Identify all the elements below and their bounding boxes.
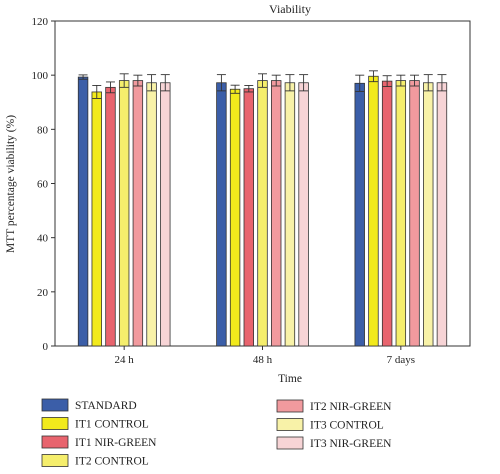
legend-swatch — [41, 417, 69, 430]
legend-swatch — [41, 398, 69, 412]
bar — [229, 88, 241, 347]
x-axis-ticks: 24 h 48 h 7 days — [115, 346, 415, 366]
x-tick-label: 7 days — [387, 354, 415, 366]
legend-item: IT2 NIR-GREEN — [276, 399, 392, 413]
y-tick-label: 100 — [32, 70, 49, 82]
legend-item: IT2 CONTROL — [41, 454, 149, 468]
bar — [77, 76, 89, 347]
legend-item: IT1 NIR-GREEN — [41, 435, 157, 449]
bar — [160, 82, 171, 347]
bar — [243, 88, 255, 347]
bar — [257, 80, 268, 347]
bar — [381, 80, 393, 347]
bar — [395, 80, 407, 347]
x-axis-label: Time — [278, 373, 302, 385]
legend-item: IT3 NIR-GREEN — [276, 436, 392, 450]
y-tick-label: 0 — [43, 341, 49, 353]
x-tick-label: 48 h — [253, 354, 273, 366]
legend-swatch — [276, 436, 304, 450]
bar — [436, 82, 448, 347]
legend-item: IT3 CONTROL — [276, 418, 384, 432]
y-tick-label: 40 — [37, 233, 49, 245]
legend-swatch — [41, 435, 69, 449]
y-axis-label: MTT percentage viability (%) — [5, 115, 17, 253]
y-tick-label: 20 — [37, 287, 49, 299]
legend-swatch — [276, 418, 304, 431]
y-tick-label: 60 — [37, 179, 49, 191]
bar — [118, 80, 130, 347]
bar — [132, 80, 144, 347]
legend-label: IT3 NIR-GREEN — [310, 438, 392, 450]
bar — [216, 82, 227, 347]
bar — [423, 82, 434, 347]
legend-swatch — [41, 454, 69, 467]
legend-item: IT1 CONTROL — [41, 417, 149, 431]
bar — [270, 80, 282, 347]
legend-label: IT1 CONTROL — [75, 419, 149, 431]
bar — [284, 82, 296, 347]
y-axis-ticks: 0 20 40 60 80 100 120 — [32, 16, 55, 353]
legend-swatch — [276, 399, 304, 413]
bar — [91, 91, 102, 347]
legend-label: STANDARD — [75, 400, 137, 412]
legend: STANDARD IT1 CONTROL IT1 NIR-GREEN IT2 CONT… — [41, 398, 392, 468]
chart-title: Viability — [269, 2, 311, 16]
legend-item: STANDARD — [41, 398, 137, 412]
x-tick-label: 24 h — [115, 354, 135, 366]
bars — [77, 70, 448, 347]
bar — [105, 86, 116, 347]
bar — [298, 82, 309, 347]
bar — [409, 80, 420, 347]
legend-label: IT2 NIR-GREEN — [310, 401, 392, 413]
y-tick-label: 120 — [32, 16, 49, 28]
bar — [354, 82, 365, 347]
legend-label: IT1 NIR-GREEN — [75, 437, 157, 449]
bar — [146, 82, 157, 347]
legend-label: IT3 CONTROL — [310, 420, 384, 432]
bar — [368, 75, 379, 347]
y-tick-label: 80 — [37, 124, 49, 136]
legend-label: IT2 CONTROL — [75, 456, 149, 468]
